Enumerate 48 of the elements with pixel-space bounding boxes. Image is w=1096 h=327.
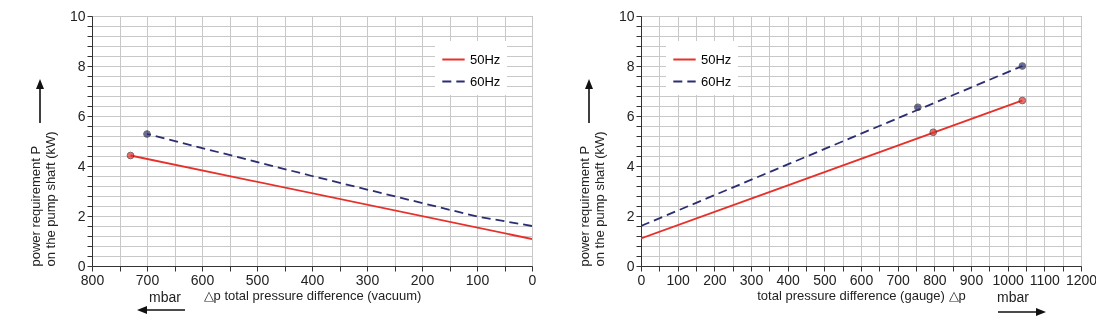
point xyxy=(929,128,938,137)
y-tick-label: 6 xyxy=(77,107,86,124)
x-tick-label: 700 xyxy=(886,271,911,288)
y-tick-label: 8 xyxy=(626,57,635,74)
x-tick-label: 600 xyxy=(190,271,215,288)
y-tick-label: 10 xyxy=(618,7,635,24)
y-tick-label: 8 xyxy=(77,57,86,74)
x-axis-title: total pressure difference (gauge) △p xyxy=(757,287,966,303)
y-tick-label: 0 xyxy=(77,257,86,274)
x-tick-label: 100 xyxy=(465,271,490,288)
x-tick-label: 200 xyxy=(410,271,435,288)
legend-label: 60Hz xyxy=(701,73,732,89)
x-tick-label: 400 xyxy=(300,271,325,288)
point xyxy=(1018,96,1027,105)
point xyxy=(913,103,922,112)
x-tick-label: 200 xyxy=(703,271,727,288)
x-tick-label: 800 xyxy=(80,271,105,288)
legend-label: 60Hz xyxy=(470,73,501,89)
legend-label: 50Hz xyxy=(470,51,501,67)
x-tick-label: 800 xyxy=(923,271,947,288)
x-tick-label: 500 xyxy=(813,271,837,288)
x-tick-label: 100 xyxy=(666,271,691,288)
y-tick-label: 6 xyxy=(626,107,635,124)
x-tick-label: 500 xyxy=(245,271,270,288)
text: mbar xyxy=(997,289,1030,305)
x-tick-label: 900 xyxy=(959,271,984,288)
x-tick-label: 1200 xyxy=(1065,271,1096,288)
x-tick-label: 300 xyxy=(355,271,380,288)
y-tick-label: 4 xyxy=(626,157,635,174)
y-tick-label: 0 xyxy=(626,257,635,274)
y-tick-label: 2 xyxy=(626,207,635,224)
x-tick-label: 600 xyxy=(849,271,874,288)
x-tick-label: 400 xyxy=(776,271,801,288)
x-tick-label: 300 xyxy=(739,271,764,288)
x-tick-label: 0 xyxy=(528,271,537,288)
x-tick-label: 1000 xyxy=(992,271,1024,288)
legend-label: 50Hz xyxy=(701,51,732,67)
point xyxy=(1018,62,1027,70)
y-tick-label: 4 xyxy=(77,157,86,174)
x-tick-label: 0 xyxy=(637,271,646,288)
x-tick-label: 1100 xyxy=(1029,271,1061,288)
y-axis-title: power requirement P on the pump shaft (kW) xyxy=(576,131,607,267)
y-tick-label: 10 xyxy=(69,7,86,24)
text: mbar xyxy=(149,289,182,305)
y-axis-title: power requirement P on the pump shaft (kW) xyxy=(27,131,58,267)
x-tick-label: 700 xyxy=(135,271,160,288)
x-axis-title: △p total pressure difference (vacuum) xyxy=(203,287,422,303)
y-tick-label: 2 xyxy=(77,207,86,224)
